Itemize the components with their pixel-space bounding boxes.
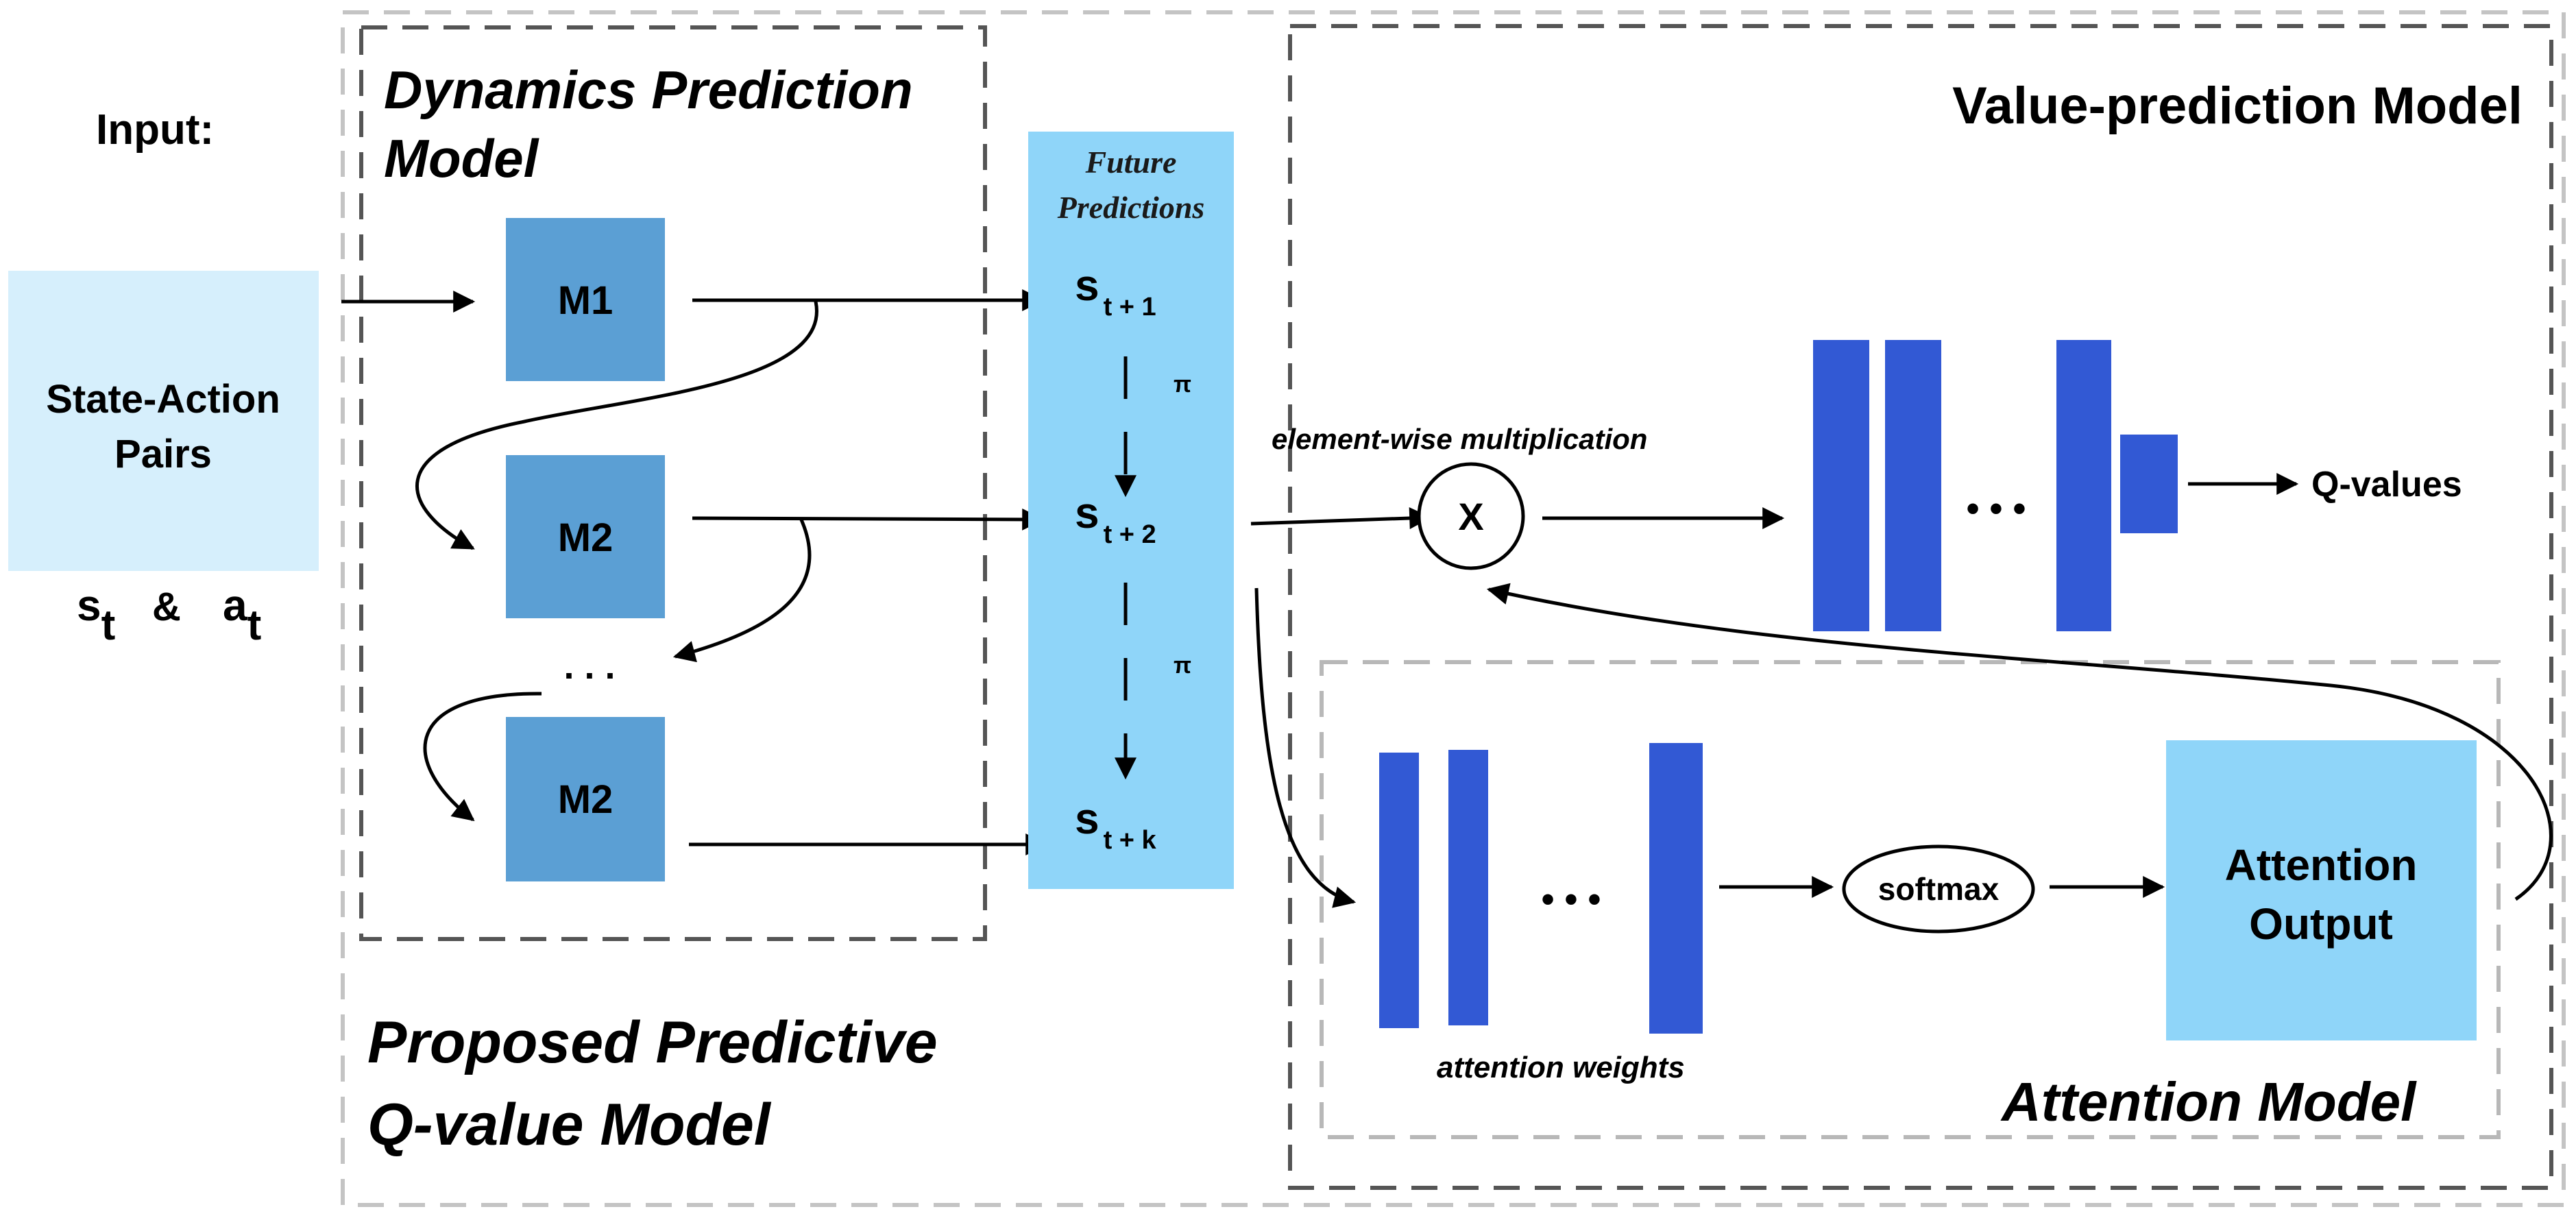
- attention-weights-label: attention weights: [1437, 1051, 1685, 1084]
- attention-output-line2: Output: [2249, 899, 2393, 949]
- svg-text:st + 1: st + 1: [1075, 260, 1156, 321]
- state-symbol: s: [77, 581, 101, 630]
- arrow-predictions-to-mult: [1250, 507, 1432, 529]
- future-title-line1: Future: [1085, 145, 1177, 180]
- model-m1-label: M1: [558, 278, 613, 323]
- action-subscript: t: [247, 602, 262, 649]
- proposed-model-frame: [341, 10, 2566, 1207]
- svg-text:st + k: st + k: [1075, 794, 1157, 855]
- state-action-box: [8, 271, 319, 571]
- dynamics-ellipsis: . . .: [563, 646, 615, 687]
- model-m2-b-label: M2: [558, 777, 613, 822]
- s-t1-subscript: t + 1: [1104, 293, 1156, 321]
- proposed-title-line1: Proposed Predictive: [367, 1010, 938, 1075]
- value-layer-1: [1813, 340, 1869, 631]
- attention-model-title: Attention Model: [2000, 1071, 2417, 1132]
- value-model-title: Value-prediction Model: [1952, 77, 2523, 135]
- arrow-m2-to-ellipsis: [672, 517, 812, 663]
- svg-text:st + 2: st + 2: [1075, 488, 1156, 549]
- value-layer-2: [1885, 340, 1941, 631]
- attention-output-line1: Attention: [2225, 840, 2418, 890]
- input-title: Input:: [96, 106, 214, 154]
- model-m2-a: [506, 455, 665, 618]
- policy-label-2: π: [1174, 653, 1191, 679]
- attention-layer-1: [1379, 753, 1419, 1028]
- softmax-label: softmax: [1878, 871, 2000, 907]
- attention-output-box: [2166, 740, 2477, 1040]
- value-layers-ellipsis: • • •: [1967, 488, 2026, 529]
- value-output-layer: [2120, 435, 2178, 533]
- future-title-line2: Predictions: [1057, 190, 1205, 225]
- s-t2-symbol: s: [1075, 488, 1099, 537]
- svg-text:st: st: [77, 581, 115, 649]
- ampersand: &: [152, 585, 181, 629]
- arrow-ellipsis-to-m2b: [423, 692, 542, 821]
- dynamics-title-line1: Dynamics Prediction: [384, 60, 913, 120]
- attention-layers-ellipsis: • • •: [1542, 879, 1601, 920]
- arrow-predictions-to-attention: [1254, 587, 1357, 908]
- policy-label-1: π: [1174, 372, 1191, 398]
- model-m2-a-label: M2: [558, 515, 613, 560]
- svg-text:at: at: [223, 581, 261, 649]
- element-wise-label: element-wise multiplication: [1272, 423, 1647, 455]
- model-m1: [506, 218, 665, 381]
- arrow-m2-to-st2: [692, 508, 1045, 531]
- s-tk-symbol: s: [1075, 794, 1099, 843]
- s-tk-subscript: t + k: [1104, 826, 1157, 855]
- softmax-node: [1842, 844, 2035, 934]
- dynamics-model-frame: [359, 25, 987, 941]
- arrow-m1-to-m2: [415, 301, 818, 550]
- multiplication-symbol: X: [1458, 495, 1483, 538]
- attention-layer-2: [1448, 750, 1488, 1025]
- arrow-attention-to-mult: [1486, 583, 2553, 901]
- proposed-title-line2: Q-value Model: [367, 1092, 772, 1158]
- state-action-line2: Pairs: [114, 432, 212, 476]
- value-layer-3: [2056, 340, 2111, 631]
- action-symbol: a: [223, 581, 247, 630]
- multiplication-node: [1417, 462, 1525, 570]
- attention-model-frame: [1320, 660, 2501, 1139]
- state-action-line1: State-Action: [46, 377, 280, 422]
- attention-layer-3: [1649, 743, 1703, 1034]
- future-predictions-box: [1028, 132, 1234, 889]
- state-subscript: t: [101, 602, 116, 649]
- value-model-frame: [1288, 24, 2553, 1190]
- dynamics-title-line2: Model: [384, 128, 539, 188]
- s-t1-symbol: s: [1075, 260, 1099, 310]
- s-t2-subscript: t + 2: [1104, 520, 1156, 549]
- q-values-label: Q-values: [2311, 465, 2462, 504]
- model-m2-b: [506, 717, 665, 881]
